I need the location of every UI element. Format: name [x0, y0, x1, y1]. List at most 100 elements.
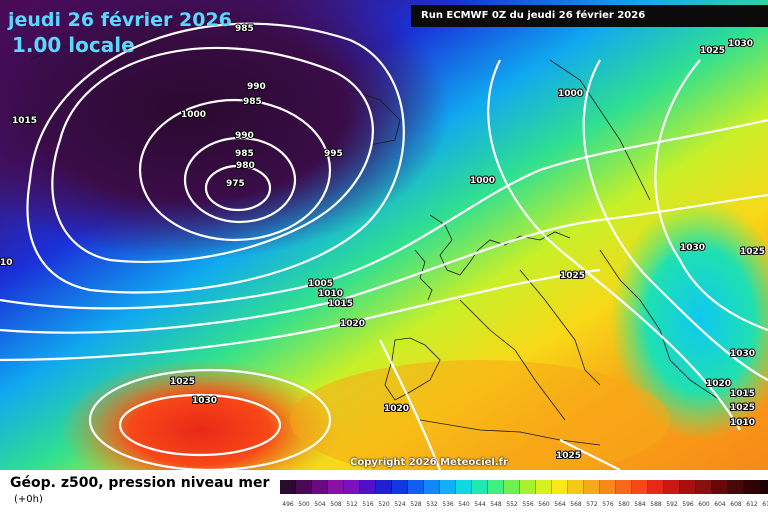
isobar-labels: 985 990 985 1000 990 985 980 975 995 101… [0, 23, 766, 462]
copyright-text: Copyright 2026 Meteociel.fr [350, 457, 508, 468]
legend-tick: 528 [410, 501, 422, 508]
legend-tick: 568 [570, 501, 582, 508]
isobar-label: 1000 [181, 110, 206, 120]
legend-swatch [584, 480, 600, 494]
isobar-label: 995 [324, 149, 343, 159]
legend-tick: 580 [618, 501, 630, 508]
legend-swatch [296, 480, 312, 494]
legend-tick: 616 [762, 501, 768, 508]
isobar-lines [0, 22, 768, 470]
legend-tick: 500 [298, 501, 310, 508]
legend-tick: 508 [330, 501, 342, 508]
isobar-label: 10 [0, 258, 13, 268]
legend-swatch [536, 480, 552, 494]
legend-tick: 512 [346, 501, 358, 508]
legend-swatch [712, 480, 728, 494]
legend-swatch [568, 480, 584, 494]
isobar-label: 985 [235, 24, 254, 34]
legend-tick: 560 [538, 501, 550, 508]
legend-tick: 496 [282, 501, 294, 508]
legend-swatch [600, 480, 616, 494]
legend-tick: 564 [554, 501, 566, 508]
color-scale [280, 480, 768, 494]
legend-swatch [696, 480, 712, 494]
legend-swatch [520, 480, 536, 494]
isobar-label: 1010 [318, 289, 343, 299]
legend-swatch [344, 480, 360, 494]
legend-tick: 604 [714, 501, 726, 508]
legend-tick: 536 [442, 501, 454, 508]
legend-tick: 592 [666, 501, 678, 508]
eastern-blue-zone [610, 200, 768, 440]
legend-tick: 612 [746, 501, 758, 508]
isobar-label: 975 [226, 179, 245, 189]
isobar-label: 1000 [470, 176, 495, 186]
legend-tick: 548 [490, 501, 502, 508]
legend-swatch [680, 480, 696, 494]
legend-tick: 600 [698, 501, 710, 508]
legend-tick: 544 [474, 501, 486, 508]
legend-swatch [552, 480, 568, 494]
isobar-label: 1020 [384, 404, 409, 414]
legend-tick: 576 [602, 501, 614, 508]
legend-swatch [456, 480, 472, 494]
legend-tick: 540 [458, 501, 470, 508]
isobar-label: 1015 [730, 389, 755, 399]
isobar-label: 1025 [556, 451, 581, 461]
legend-swatch [408, 480, 424, 494]
legend-tick: 556 [522, 501, 534, 508]
legend-tick: 572 [586, 501, 598, 508]
legend-swatch [488, 480, 504, 494]
coastlines [29, 29, 721, 446]
forecast-hour: (+0h) [14, 494, 43, 505]
isobar-label: 980 [236, 161, 255, 171]
isobar-label: 1025 [560, 271, 585, 281]
z500-pressure-map: 985 990 985 1000 990 985 980 975 995 101… [0, 0, 768, 470]
isobar-label: 1020 [706, 379, 731, 389]
legend-swatch [376, 480, 392, 494]
legend-tick: 596 [682, 501, 694, 508]
legend-swatch [280, 480, 296, 494]
isobar-label: 1015 [12, 116, 37, 126]
legend-swatch [440, 480, 456, 494]
isobar-label: 1020 [340, 319, 365, 329]
isobar-label: 1025 [170, 377, 195, 387]
isobar-label: 990 [247, 82, 266, 92]
legend-swatch [744, 480, 760, 494]
legend-tick: 516 [362, 501, 374, 508]
legend-swatch [760, 480, 768, 494]
isobar-label: 1025 [730, 403, 755, 413]
low-pressure-core [0, 0, 450, 260]
mediterranean-orange [290, 360, 670, 470]
isobar-label: 985 [235, 149, 254, 159]
legend-tick: 588 [650, 501, 662, 508]
legend-swatch [616, 480, 632, 494]
legend-swatch [360, 480, 376, 494]
legend-swatch [504, 480, 520, 494]
legend-tick: 552 [506, 501, 518, 508]
isobar-label: 990 [235, 131, 254, 141]
legend-swatch [664, 480, 680, 494]
legend-swatch [392, 480, 408, 494]
legend-swatch [632, 480, 648, 494]
legend-tick: 520 [378, 501, 390, 508]
legend-tick: 524 [394, 501, 406, 508]
legend-swatch [472, 480, 488, 494]
forecast-time: 1.00 locale [12, 33, 135, 57]
legend-tick: 608 [730, 501, 742, 508]
legend-tick: 532 [426, 501, 438, 508]
map-caption: Géop. z500, pression niveau mer [10, 475, 270, 491]
subtropical-high-core [60, 360, 340, 470]
legend-tick: 584 [634, 501, 646, 508]
legend-tick: 504 [314, 501, 326, 508]
legend-swatch [328, 480, 344, 494]
legend-swatch [648, 480, 664, 494]
legend-swatch [728, 480, 744, 494]
isobar-label: 1025 [700, 46, 725, 56]
isobar-label: 1000 [558, 89, 583, 99]
isobar-label: 1030 [728, 39, 753, 49]
isobar-label: 1010 [730, 418, 755, 428]
isobar-label: 1005 [308, 279, 333, 289]
forecast-date: jeudi 26 février 2026 [8, 9, 232, 31]
